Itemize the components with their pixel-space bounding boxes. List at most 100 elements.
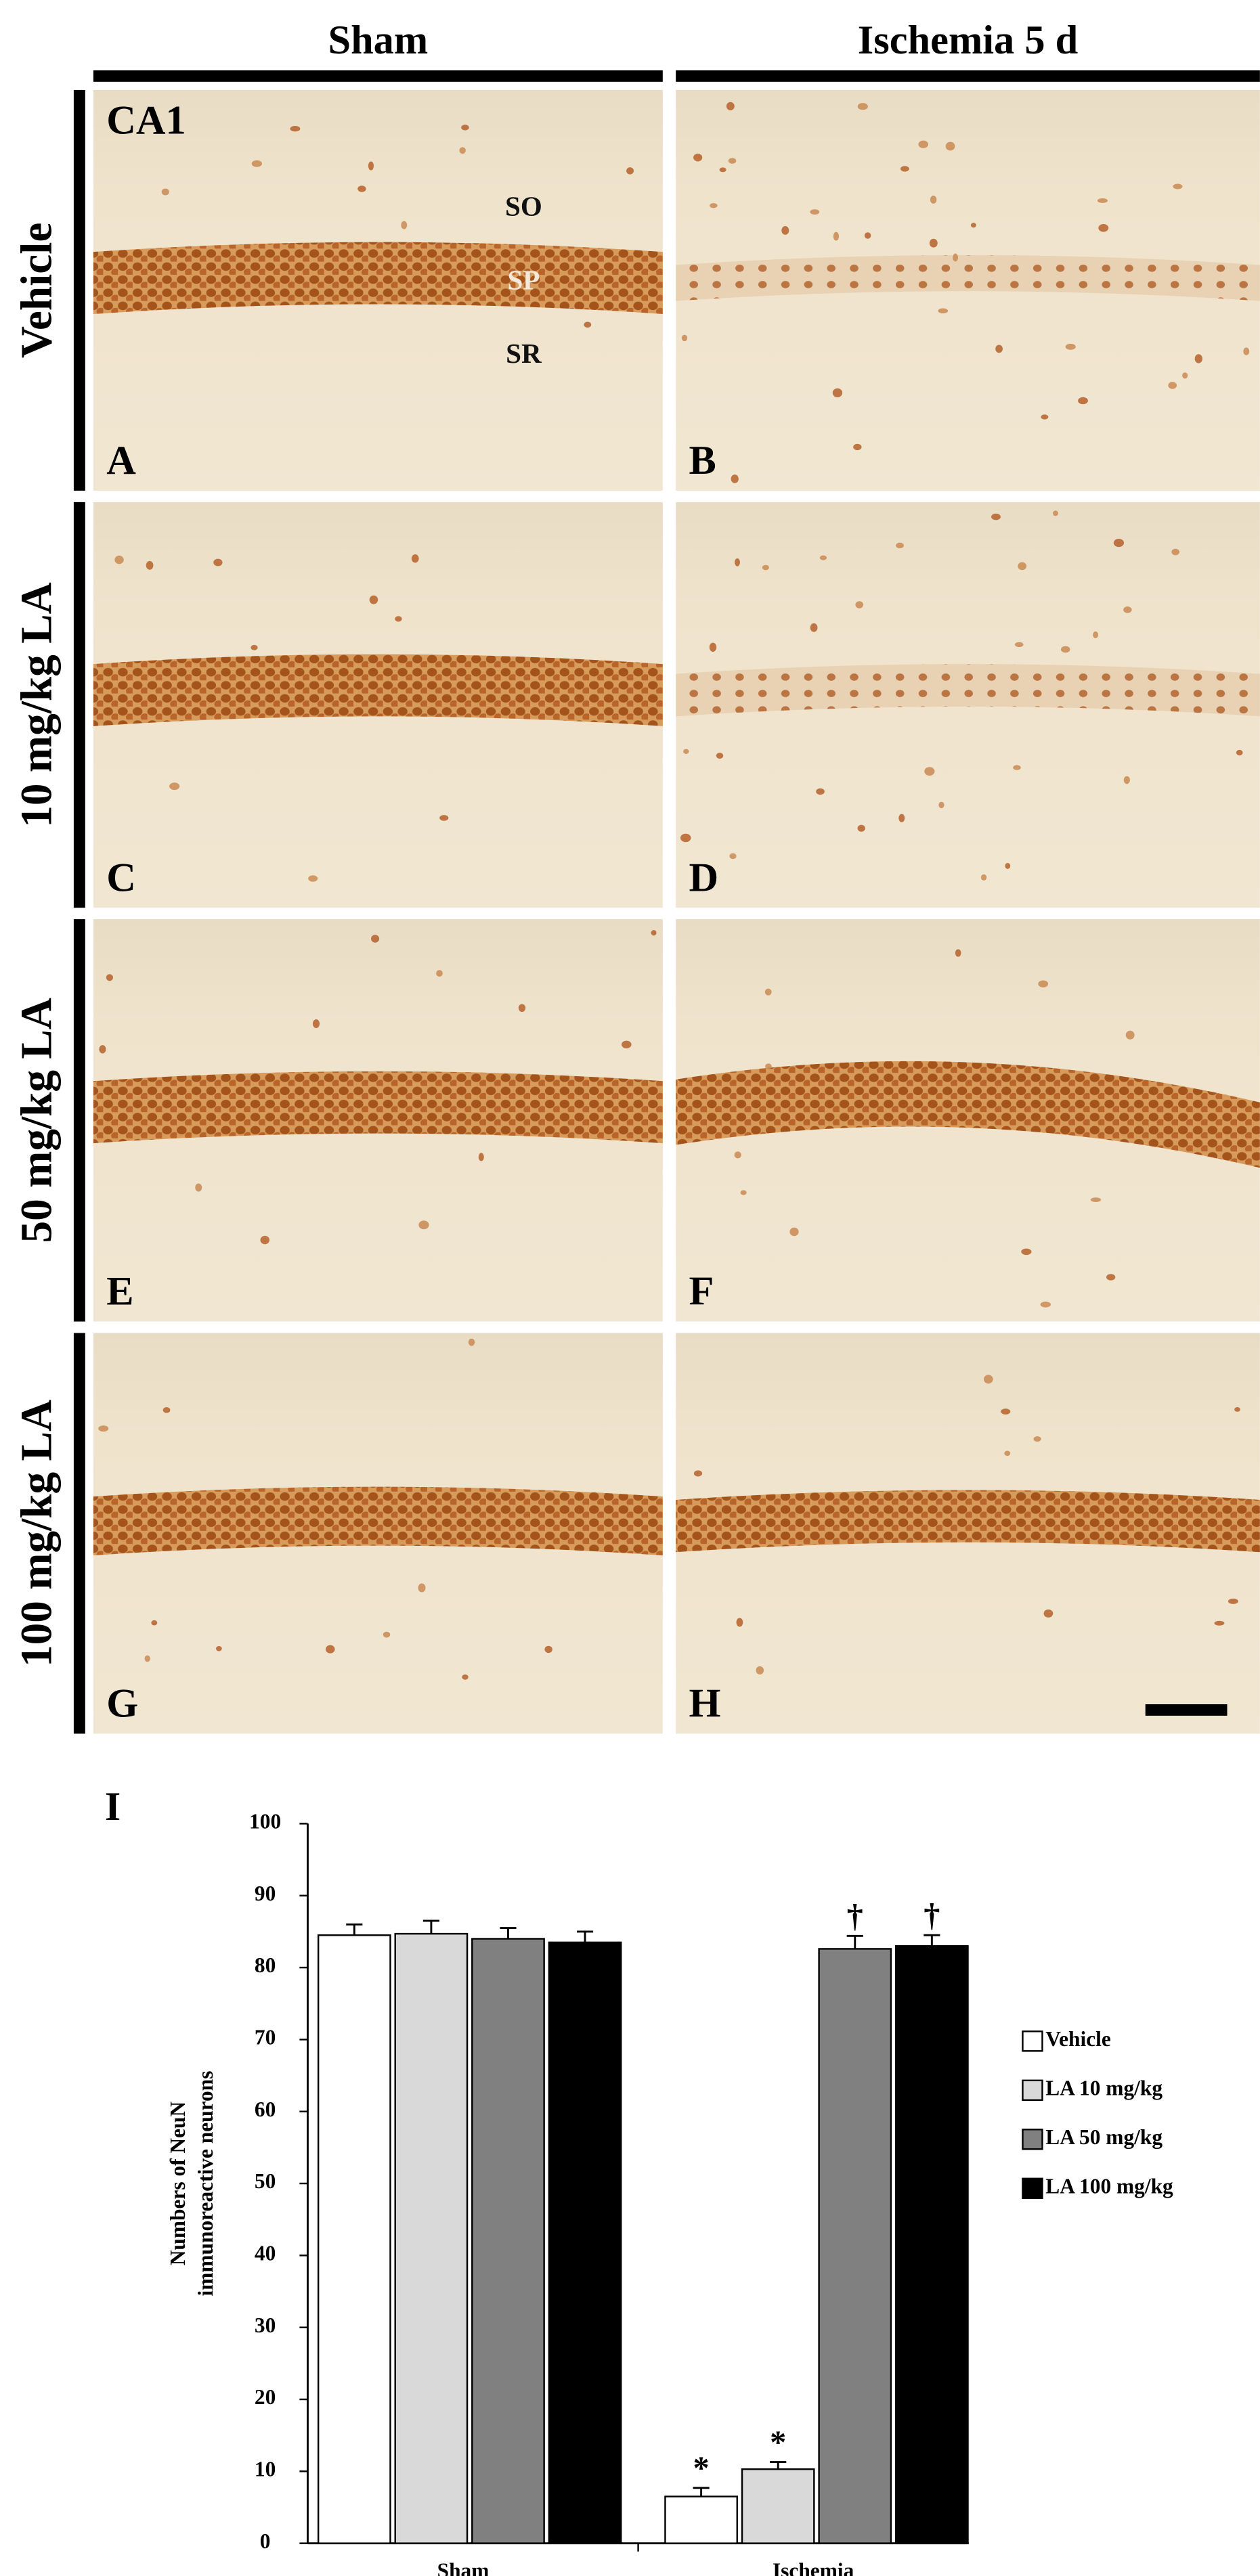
y-tick-label: 0 bbox=[260, 2529, 271, 2553]
legend-swatch bbox=[1022, 2030, 1043, 2052]
error-bar bbox=[500, 1927, 517, 1939]
stained-cell bbox=[325, 1645, 335, 1653]
row-bar bbox=[73, 1333, 85, 1734]
column-header: Ischemia 5 d bbox=[858, 18, 1079, 63]
stained-cell bbox=[290, 126, 301, 132]
stained-cell bbox=[395, 616, 402, 622]
stained-cell bbox=[1243, 347, 1250, 355]
bar bbox=[741, 2468, 815, 2544]
stained-cell bbox=[819, 555, 827, 560]
stained-cell bbox=[924, 767, 935, 776]
stained-cell bbox=[1228, 1598, 1238, 1604]
stained-cell bbox=[729, 853, 737, 860]
stained-cell bbox=[953, 253, 958, 262]
panel-letter: E bbox=[106, 1269, 133, 1314]
bar bbox=[818, 1948, 892, 2544]
stained-cell bbox=[740, 1190, 747, 1195]
stained-cell bbox=[312, 1019, 320, 1029]
y-tick-label: 20 bbox=[255, 2385, 276, 2409]
y-tick-label: 50 bbox=[255, 2169, 276, 2193]
stained-cell bbox=[439, 815, 449, 821]
panel-letter: H bbox=[689, 1681, 720, 1727]
stained-cell bbox=[735, 558, 740, 567]
pyramidal-layer bbox=[676, 664, 1260, 717]
stained-cell bbox=[1018, 562, 1027, 571]
stained-cell bbox=[693, 153, 703, 162]
column-header: Sham bbox=[328, 18, 428, 63]
stained-cell bbox=[896, 542, 904, 549]
stained-cell bbox=[1236, 749, 1243, 756]
region-label: CA1 bbox=[106, 98, 186, 143]
layer-label: SR bbox=[506, 338, 542, 369]
stained-cell bbox=[719, 167, 726, 173]
error-bar bbox=[346, 1923, 363, 1936]
bar bbox=[548, 1941, 622, 2544]
stained-cell bbox=[162, 1407, 171, 1413]
stained-cell bbox=[215, 1645, 222, 1651]
stained-cell bbox=[681, 334, 688, 342]
x-tick-label: Sham bbox=[437, 2558, 490, 2576]
bar bbox=[317, 1934, 391, 2544]
stained-cell bbox=[308, 875, 318, 882]
stained-cell bbox=[622, 1040, 632, 1048]
panel-letter: D bbox=[689, 855, 718, 900]
stained-cell bbox=[726, 102, 735, 111]
stained-cell bbox=[518, 1004, 526, 1013]
bar bbox=[894, 1945, 969, 2544]
stained-cell bbox=[898, 814, 905, 822]
legend-swatch bbox=[1022, 2079, 1043, 2102]
y-tick-label: 10 bbox=[255, 2458, 276, 2481]
row-bar bbox=[73, 502, 85, 908]
panel-letter: A bbox=[106, 438, 136, 483]
stained-cell bbox=[1040, 1302, 1051, 1308]
stained-cell bbox=[1038, 980, 1049, 987]
stained-cell bbox=[161, 188, 169, 196]
pyramidal-layer bbox=[676, 254, 1260, 301]
stained-cell bbox=[651, 930, 657, 936]
error-bar bbox=[846, 1934, 863, 1949]
stained-cell bbox=[1090, 1197, 1102, 1203]
legend-swatch bbox=[1022, 2177, 1043, 2199]
error-bar bbox=[576, 1930, 594, 1942]
stained-cell bbox=[680, 833, 691, 843]
legend-label: LA 100 mg/kg bbox=[1045, 2174, 1173, 2198]
stained-cell bbox=[99, 1045, 106, 1054]
row-label: 10 mg/kg LA bbox=[13, 582, 62, 827]
stained-cell bbox=[1041, 414, 1049, 420]
stained-cell bbox=[1014, 642, 1024, 648]
y-tick-label: 40 bbox=[255, 2242, 276, 2265]
pyramidal-layer bbox=[93, 1071, 663, 1144]
stained-cell bbox=[1125, 1030, 1135, 1040]
stained-cell bbox=[683, 749, 689, 754]
stained-cell bbox=[1113, 538, 1125, 548]
error-bar bbox=[924, 1934, 940, 1947]
stained-cell bbox=[462, 1674, 469, 1680]
stained-cell bbox=[1106, 1274, 1116, 1281]
pyramidal-layer bbox=[93, 1486, 663, 1556]
stained-cell bbox=[146, 560, 154, 570]
stained-cell bbox=[938, 308, 949, 313]
stained-cell bbox=[857, 103, 868, 110]
significance-mark: * bbox=[693, 2451, 710, 2487]
pyramidal-layer bbox=[93, 242, 663, 314]
stained-cell bbox=[938, 801, 944, 809]
stained-cell bbox=[1234, 1407, 1240, 1412]
stained-cell bbox=[900, 166, 909, 172]
bar bbox=[394, 1932, 469, 2544]
row-bar bbox=[73, 89, 85, 491]
stained-cell bbox=[832, 388, 843, 398]
panel-letter: I bbox=[105, 1784, 121, 1829]
stained-cell bbox=[855, 601, 864, 608]
pyramidal-layer bbox=[676, 1061, 1260, 1168]
stained-cell bbox=[995, 345, 1003, 353]
stained-cell bbox=[461, 125, 469, 131]
stained-cell bbox=[983, 1375, 993, 1384]
stained-cell bbox=[1005, 862, 1011, 869]
stained-cell bbox=[853, 443, 862, 451]
stained-cell bbox=[1098, 224, 1109, 232]
stained-cell bbox=[710, 203, 718, 208]
legend-label: LA 10 mg/kg bbox=[1045, 2077, 1163, 2100]
y-tick-label: 80 bbox=[255, 1953, 276, 1977]
stained-cell bbox=[810, 209, 820, 215]
